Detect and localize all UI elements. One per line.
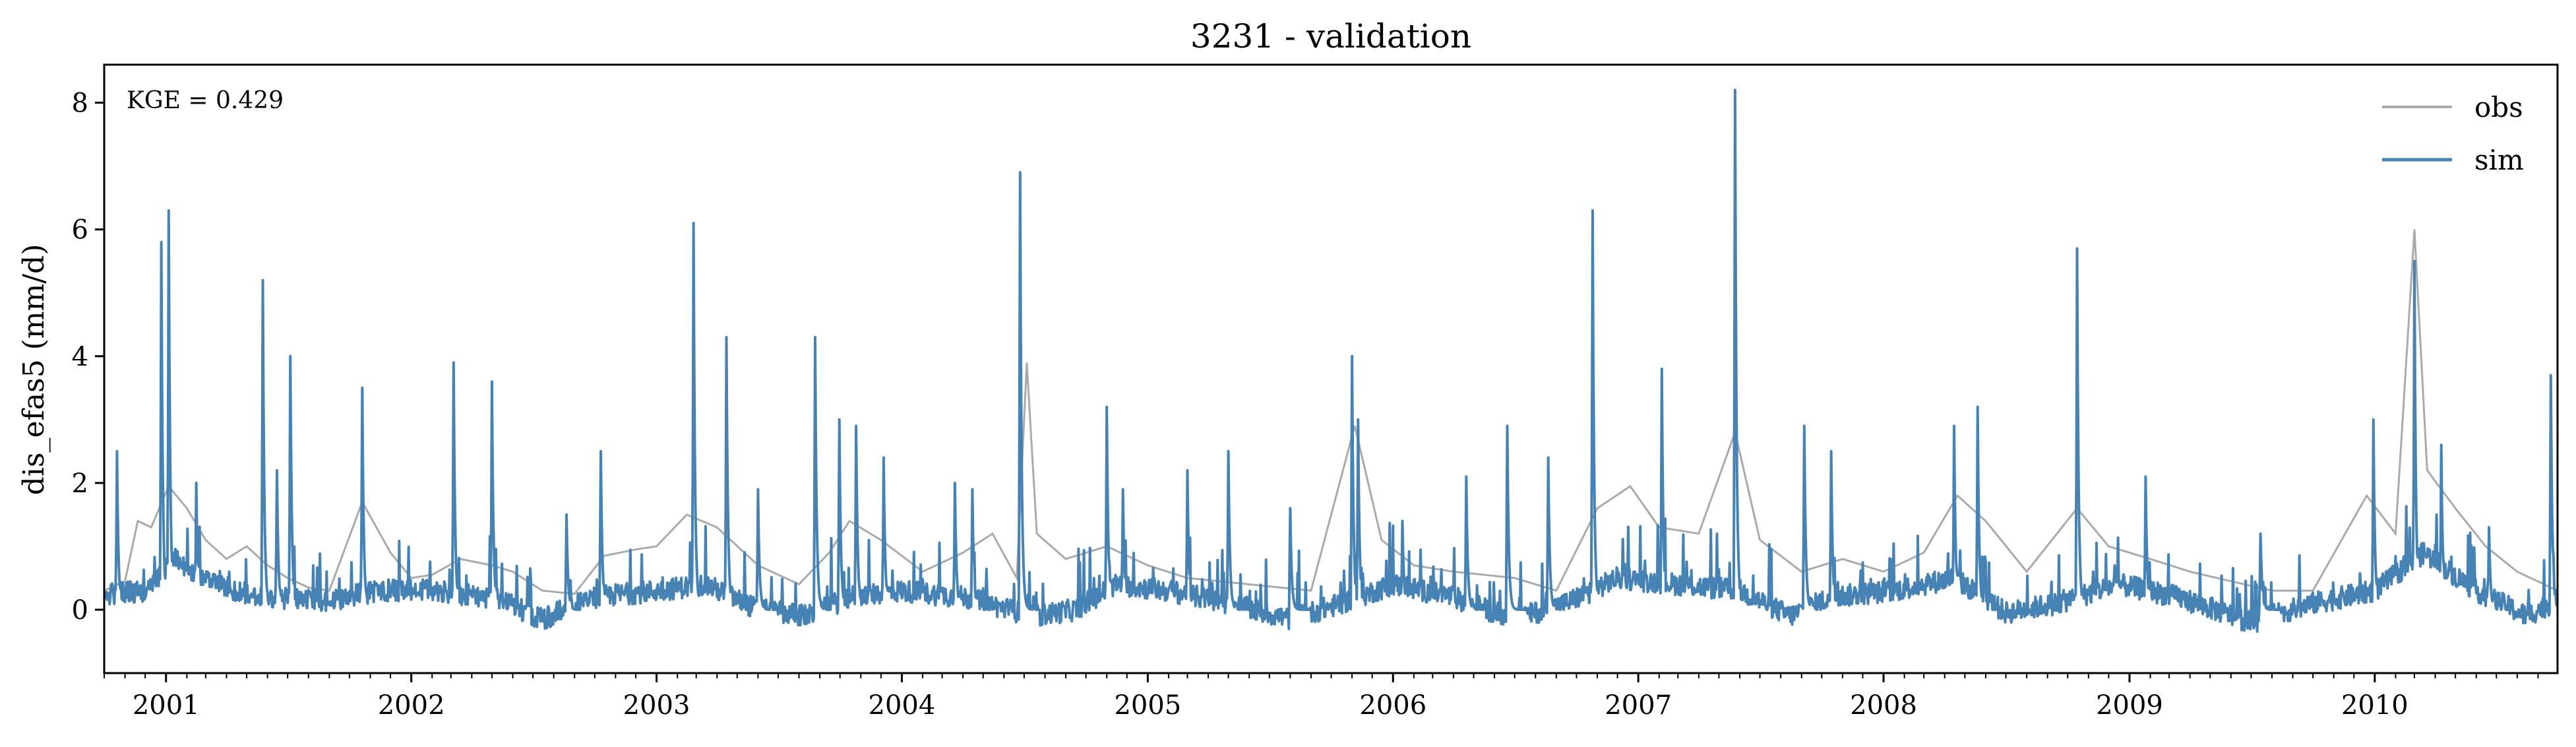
x-tick-label: 2005: [1114, 690, 1181, 721]
legend: obs sim: [2382, 91, 2524, 176]
y-tick-label: 2: [72, 469, 88, 499]
x-tick-label: 2003: [623, 690, 690, 721]
series-obs-line: [104, 229, 2558, 595]
y-axis: 0 2 4 6 8: [72, 88, 104, 626]
plot-frame: [103, 63, 2559, 674]
legend-obs-label: obs: [2474, 91, 2523, 123]
x-tick-label: 2002: [378, 690, 445, 721]
x-axis: 2001 2002 2003 2004 2005 2006 2007 2008 2009 2010: [104, 673, 2539, 721]
y-tick-label: 0: [72, 595, 88, 626]
y-tick-label: 6: [72, 215, 88, 245]
x-tick-label: 2010: [2341, 690, 2408, 721]
x-tick-label: 2007: [1605, 690, 1672, 721]
x-tick-label: 2006: [1359, 690, 1426, 721]
y-tick-label: 4: [72, 342, 88, 372]
y-axis-label: dis_efas5 (mm/d): [17, 244, 51, 496]
x-tick-label: 2009: [2096, 690, 2163, 721]
obs-layer: [104, 229, 2558, 595]
x-tick-label: 2008: [1850, 690, 1917, 721]
x-tick-label: 2001: [133, 690, 200, 721]
x-tick-label: 2004: [869, 690, 936, 721]
plot-area: [103, 88, 2558, 633]
legend-sim-label: sim: [2474, 144, 2524, 176]
kge-annotation: KGE = 0.429: [127, 87, 284, 114]
y-tick-label: 8: [72, 88, 88, 119]
sim-layer: [103, 88, 2558, 633]
chart-title: 3231 - validation: [1190, 17, 1471, 55]
series-sim-line: [103, 88, 2558, 633]
